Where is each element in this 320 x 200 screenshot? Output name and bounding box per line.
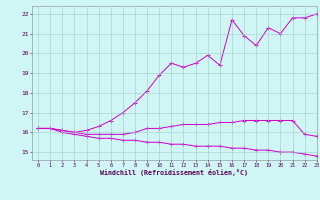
X-axis label: Windchill (Refroidissement éolien,°C): Windchill (Refroidissement éolien,°C) [100,169,248,176]
